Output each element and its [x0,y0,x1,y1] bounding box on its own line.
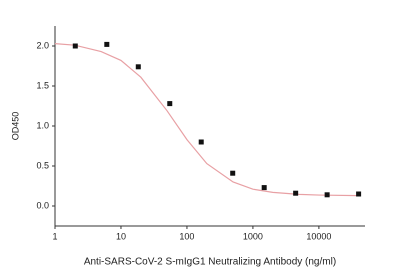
x-tick-label: 1 [52,231,57,241]
data-point [261,185,267,191]
data-point [230,170,236,176]
data-point [293,190,299,196]
y-tick-label: 2.0 [36,40,49,50]
data-point [198,139,204,145]
x-tick-label: 10000 [306,231,331,241]
data-point [324,192,330,198]
y-tick-label: 0.5 [36,160,49,170]
y-tick-label: 0.0 [36,200,49,210]
x-tick-label: 10 [116,231,126,241]
y-tick-label: 1.0 [36,120,49,130]
data-point [72,43,78,49]
data-point [356,191,362,197]
data-point [104,41,110,47]
data-point [135,64,141,70]
x-tick-label: 100 [179,231,194,241]
y-tick-label: 1.5 [36,80,49,90]
fit-curve [54,43,359,197]
y-axis-title: OD450 [10,112,20,141]
data-point [167,101,173,107]
x-axis-title: Anti-SARS-CoV-2 S-mIgG1 Neutralizing Ant… [84,257,336,268]
x-tick-label: 1000 [243,231,263,241]
